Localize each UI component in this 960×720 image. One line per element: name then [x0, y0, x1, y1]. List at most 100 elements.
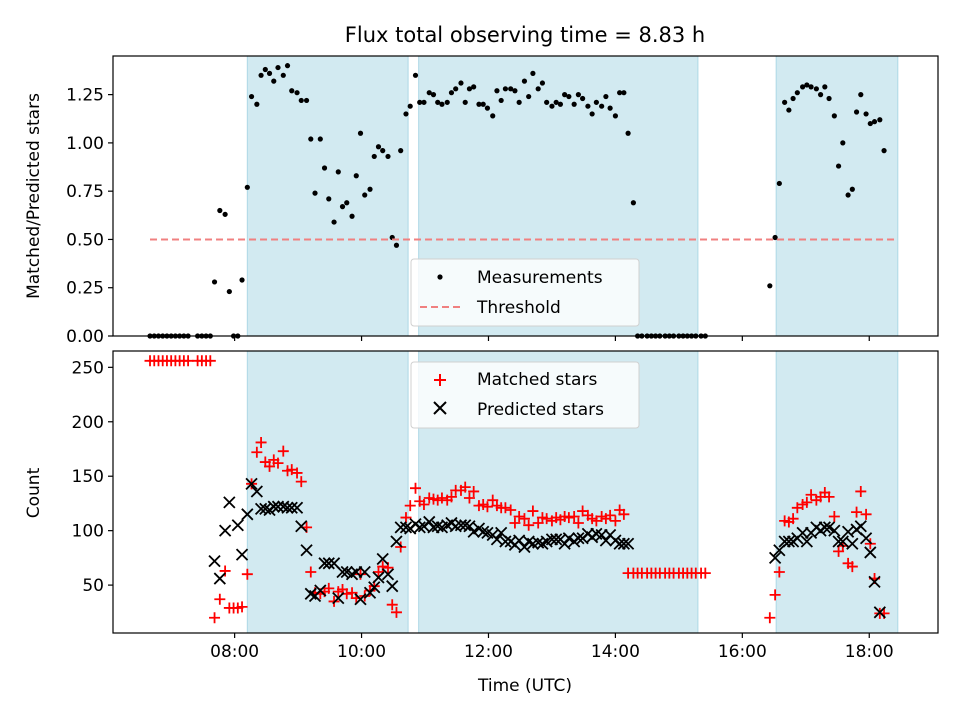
measurement-point — [858, 92, 864, 98]
measurement-point — [566, 93, 572, 100]
measurement-point — [435, 99, 441, 105]
count-y-tick-label: 250 — [72, 358, 104, 378]
measurement-point — [266, 70, 273, 76]
measurement-point — [877, 117, 883, 123]
predicted-star-point — [873, 606, 886, 619]
matched-star-point — [828, 510, 840, 522]
measurement-point — [480, 101, 486, 107]
matched-star-point — [468, 485, 480, 497]
ratio-y-tick-label: 1.25 — [66, 86, 104, 106]
ratio-y-tick-label: 0.75 — [66, 182, 104, 202]
measurement-point — [589, 111, 595, 117]
matched-star-point — [404, 500, 416, 512]
measurement-point — [526, 93, 532, 100]
count-y-tick-label: 200 — [72, 413, 104, 433]
predicted-star-point — [859, 532, 873, 545]
ratio-y-axis-label: Matched/Predicted stars — [24, 93, 44, 299]
measurement-point — [426, 90, 432, 96]
measurement-point — [853, 109, 860, 115]
matched-star-point — [386, 599, 398, 611]
predicted-star-point — [332, 592, 345, 605]
measurement-point — [530, 70, 536, 76]
predicted-star-point — [241, 508, 254, 521]
measurement-point — [881, 148, 887, 154]
ratio-y-tick-label: 0.25 — [66, 279, 104, 299]
ratio-plot-frame — [112, 55, 939, 337]
measurement-point — [353, 173, 359, 179]
matched-star-point — [463, 492, 475, 504]
legend-measurements-label: Measurements — [477, 268, 603, 288]
measurement-point — [211, 279, 218, 285]
measurement-point — [326, 196, 332, 202]
measurement-point — [571, 101, 577, 107]
matched-star-point — [787, 513, 799, 525]
measurement-point — [585, 103, 591, 109]
measurement-point — [439, 101, 445, 107]
matched-star-point — [355, 568, 366, 580]
measurement-point — [621, 90, 627, 96]
measurement-point — [417, 99, 423, 105]
measurement-point — [512, 88, 518, 94]
predicted-star-point — [459, 519, 472, 532]
matched-star-point — [618, 508, 630, 520]
measurement-point — [831, 113, 837, 119]
matched-star-point — [563, 512, 575, 524]
count-series-group — [144, 355, 890, 624]
measurement-point — [453, 86, 459, 92]
matched-star-point — [390, 606, 402, 618]
measurement-point — [813, 86, 819, 92]
legend-predicted-label: Predicted stars — [477, 400, 604, 420]
matched-star-point — [764, 612, 776, 624]
measurement-point — [217, 207, 223, 214]
measurements-legend-marker — [437, 274, 443, 280]
measurement-point — [367, 186, 373, 192]
predicted-star-point — [300, 544, 313, 557]
measurement-point — [794, 90, 800, 96]
predicted-star-point — [358, 565, 371, 579]
x-tick-label: 10:00 — [337, 642, 386, 662]
measurement-point — [375, 144, 382, 150]
predicted-star-point — [295, 520, 308, 533]
predicted-star-point — [550, 533, 563, 546]
predicted-star-point — [864, 546, 877, 559]
matched-star-point — [445, 491, 457, 503]
matched-star-point — [609, 515, 621, 527]
matched-star-point — [236, 601, 248, 613]
measurement-point — [344, 200, 350, 206]
measurement-point — [462, 99, 468, 105]
predicted-star-point — [381, 568, 395, 581]
predicted-star-point — [868, 575, 881, 588]
measurement-point — [790, 95, 796, 102]
x-tick-label: 08:00 — [210, 642, 259, 662]
count-shaded-interval — [246, 350, 409, 634]
measurement-point — [430, 92, 437, 98]
matched-star-point — [241, 568, 253, 580]
matched-star-point — [513, 510, 525, 522]
matched-star-point — [323, 582, 335, 594]
matched-star-point — [418, 499, 430, 511]
matched-star-point — [851, 506, 863, 518]
count-y-tick-label: 50 — [82, 576, 104, 596]
predicted-star-point — [386, 580, 399, 593]
predicted-star-point — [267, 500, 280, 513]
matched-star-point — [251, 446, 263, 458]
predicted-star-point — [314, 584, 327, 597]
count-plot-frame — [112, 350, 939, 634]
predicted-star-point — [572, 532, 585, 545]
measurement-point — [331, 219, 337, 225]
predicted-star-point — [818, 521, 831, 534]
matched-star-point — [509, 517, 521, 529]
measurement-point — [549, 103, 555, 109]
ratio-y-tick-label: 0.00 — [66, 327, 104, 347]
predicted-star-point — [223, 496, 236, 509]
measurement-point — [226, 288, 232, 295]
measurement-point — [557, 101, 564, 107]
predicted-star-point — [208, 555, 221, 568]
measurement-point — [385, 153, 391, 160]
matched-star-point — [699, 567, 711, 579]
measurement-point — [280, 72, 286, 78]
measurement-point — [508, 86, 514, 92]
matched-star-point — [518, 513, 530, 525]
measurement-point — [612, 113, 619, 119]
count-y-tick-label: 150 — [72, 467, 104, 487]
